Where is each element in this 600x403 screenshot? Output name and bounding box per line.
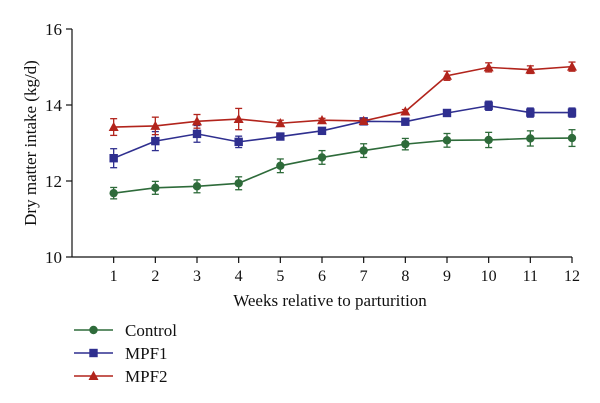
data-point-control xyxy=(442,136,452,145)
legend-label: MPF2 xyxy=(125,367,168,386)
data-point-mpf2 xyxy=(483,62,494,72)
y-tick-label: 10 xyxy=(45,248,62,267)
x-tick-label: 2 xyxy=(151,268,159,285)
x-tick-label: 8 xyxy=(401,268,409,285)
series-control xyxy=(109,129,577,200)
y-axis-label: Dry matter intake (kg/d) xyxy=(21,60,40,226)
x-axis-label: Weeks relative to parturition xyxy=(233,291,427,310)
legend-label: MPF1 xyxy=(125,344,168,363)
x-tick-label: 9 xyxy=(443,268,451,285)
data-point-mpf1 xyxy=(526,108,535,117)
legend-label: Control xyxy=(125,321,177,340)
x-tick-label: 12 xyxy=(564,268,580,285)
data-point-mpf1 xyxy=(442,108,452,118)
data-point-control xyxy=(276,161,285,170)
data-point-mpf1 xyxy=(234,137,243,147)
data-point-control xyxy=(359,146,368,155)
data-point-mpf2 xyxy=(108,121,119,132)
data-point-mpf2 xyxy=(150,120,161,130)
legend-item-mpf1: MPF1 xyxy=(74,344,168,363)
x-ticks-group: 1 2 3 4 5 6 7 8 9 10 11 12 xyxy=(110,257,580,285)
data-point-mpf1 xyxy=(317,126,327,136)
axes-group xyxy=(71,29,572,258)
data-point-mpf2 xyxy=(317,115,327,125)
data-point-control xyxy=(526,134,535,143)
data-point-mpf1 xyxy=(109,154,118,163)
data-point-control xyxy=(484,135,493,145)
data-point-mpf1 xyxy=(276,132,285,141)
x-tick-label: 6 xyxy=(318,268,326,285)
x-tick-label: 10 xyxy=(481,268,497,285)
data-point-mpf2 xyxy=(567,61,577,71)
y-ticks-group: 10 12 14 16 xyxy=(45,20,72,267)
data-point-mpf2 xyxy=(192,116,202,126)
x-tick-label: 11 xyxy=(523,268,538,285)
y-tick-label: 12 xyxy=(45,172,62,191)
legend: Control MPF1 MPF2 xyxy=(74,321,177,386)
x-tick-label: 4 xyxy=(235,268,243,285)
data-point-control xyxy=(234,179,243,188)
legend-marker xyxy=(89,325,98,335)
data-point-mpf2 xyxy=(525,64,536,74)
data-point-control xyxy=(567,133,577,143)
x-tick-label: 5 xyxy=(276,268,284,285)
data-point-control xyxy=(109,188,118,198)
y-tick-label: 16 xyxy=(45,20,62,39)
series-line-mpf2 xyxy=(113,65,573,128)
legend-item-mpf2: MPF2 xyxy=(74,367,168,386)
series-mpf2 xyxy=(108,61,577,137)
legend-item-control: Control xyxy=(74,321,177,340)
x-tick-label: 1 xyxy=(110,268,118,285)
y-tick-label: 14 xyxy=(45,96,63,115)
data-point-mpf1 xyxy=(484,101,493,110)
data-point-mpf2 xyxy=(233,113,244,124)
data-point-mpf2 xyxy=(442,70,452,80)
x-tick-label: 3 xyxy=(193,268,201,285)
data-point-mpf2 xyxy=(358,115,369,125)
data-point-mpf1 xyxy=(401,117,410,126)
data-point-mpf1 xyxy=(151,136,160,146)
data-point-control xyxy=(192,182,202,191)
x-tick-label: 7 xyxy=(360,268,368,285)
data-point-mpf2 xyxy=(275,118,286,128)
series-line-control xyxy=(113,137,573,194)
legend-marker xyxy=(88,370,99,380)
data-point-control xyxy=(317,153,327,162)
data-point-mpf2 xyxy=(400,106,411,116)
data-point-control xyxy=(401,139,410,149)
series-line-mpf1 xyxy=(113,104,572,159)
legend-marker xyxy=(89,348,98,358)
data-point-mpf1 xyxy=(567,108,577,117)
data-point-control xyxy=(151,183,160,193)
series-mpf1 xyxy=(109,100,577,169)
data-point-mpf1 xyxy=(192,129,202,139)
series-layer xyxy=(108,61,577,200)
